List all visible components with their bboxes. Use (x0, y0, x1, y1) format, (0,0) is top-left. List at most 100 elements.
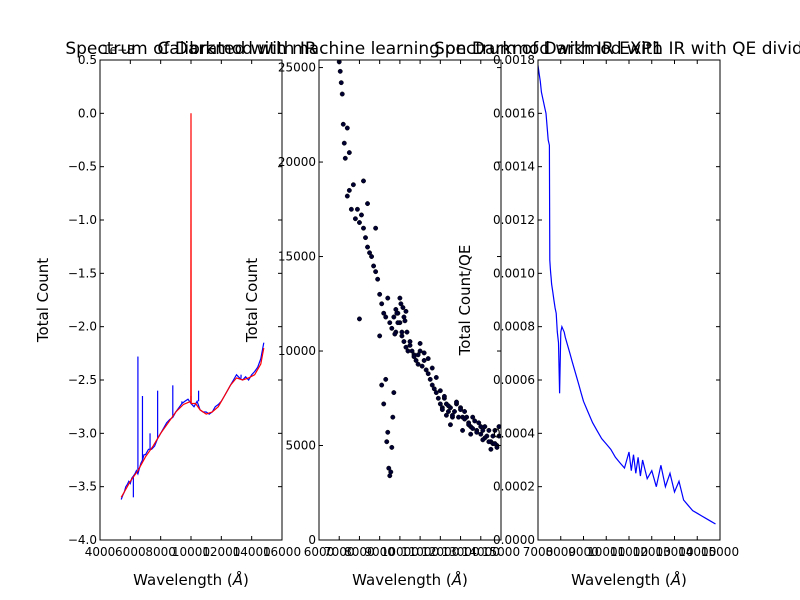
data-point (389, 444, 395, 450)
data-point (383, 314, 389, 320)
y-tick-label: 0.0012 (493, 213, 535, 227)
panel-3: 7000800090001000011000120001300014000150… (434, 39, 800, 589)
x-tick-label: 9000 (364, 545, 395, 559)
panel-2-xlabel-unit: Å (451, 570, 462, 589)
data-point (356, 316, 362, 322)
data-point (411, 354, 417, 360)
data-point (439, 407, 445, 413)
data-point (417, 341, 423, 346)
x-tick-label: 13000 (655, 545, 693, 559)
y-tick-label: 0.0 (78, 106, 97, 120)
x-tick-label: 8000 (545, 545, 576, 559)
data-point (415, 361, 421, 367)
panel-2-plot-area (336, 60, 501, 479)
data-point (379, 301, 385, 307)
data-point (340, 121, 346, 127)
data-point (375, 276, 381, 282)
data-point (361, 178, 366, 184)
y-tick-label: −2.0 (68, 320, 97, 334)
x-tick-label: 9000 (568, 545, 599, 559)
y-tick-label: 0.0018 (493, 53, 535, 67)
data-point (401, 339, 407, 345)
panel-1-offset-text: 1e−8 (102, 43, 135, 57)
data-point (344, 125, 350, 131)
x-tick-label: 15000 (482, 545, 520, 559)
data-point (373, 225, 379, 231)
data-point (403, 308, 409, 314)
x-tick-label: 14000 (678, 545, 716, 559)
data-point (371, 263, 377, 269)
data-point (350, 182, 356, 188)
x-tick-label: 13000 (441, 545, 479, 559)
y-tick-label: 0.0014 (493, 160, 535, 174)
y-tick-label: −3.0 (68, 426, 97, 440)
panel-1-marks (120, 113, 265, 500)
data-point (494, 444, 500, 450)
data-point (354, 206, 360, 212)
data-point (403, 344, 409, 350)
panel-3-ylabel: Total Count/QE (456, 245, 474, 357)
data-point (387, 320, 393, 326)
data-point (390, 414, 396, 420)
y-tick-label: 0.0000 (493, 533, 535, 547)
y-tick-label: −3.5 (68, 480, 97, 494)
data-point (356, 220, 362, 225)
data-point (492, 441, 498, 447)
data-point (397, 295, 403, 301)
x-tick-label: 16000 (263, 545, 301, 559)
x-tick-label: 8000 (344, 545, 375, 559)
y-tick-label: 20000 (278, 155, 316, 169)
data-point (454, 399, 459, 405)
x-tick-label: 8000 (145, 545, 176, 559)
y-tick-label: −4.0 (68, 533, 97, 547)
data-point (470, 426, 476, 431)
x-tick-label: 12000 (421, 545, 459, 559)
data-point (452, 409, 457, 414)
data-point (363, 235, 368, 241)
data-point (405, 348, 411, 354)
y-tick-label: 0.0002 (493, 480, 535, 494)
data-point (400, 305, 406, 311)
data-point (437, 401, 443, 407)
panel-3-xlabel-unit: Å (670, 570, 681, 589)
y-tick-label: −1.0 (68, 213, 97, 227)
data-point (496, 424, 501, 430)
data-point (398, 301, 404, 307)
y-tick-label: 0 (308, 533, 316, 547)
data-point (365, 244, 370, 250)
series-line-1 (120, 342, 265, 500)
x-tick-label: 7000 (523, 545, 554, 559)
panel-2-xlabel-main: Wavelength ( (352, 571, 452, 589)
data-point (488, 446, 494, 452)
data-point (478, 431, 484, 437)
panel-3-xlabel-main: Wavelength ( (571, 571, 671, 589)
panel-3-marks (538, 65, 716, 525)
x-tick-label: 11000 (610, 545, 648, 559)
x-tick-label: 14000 (233, 545, 271, 559)
data-point (383, 376, 389, 382)
data-point (462, 416, 468, 422)
data-point (486, 439, 492, 445)
data-point (337, 68, 343, 74)
data-point (423, 367, 429, 373)
data-point (367, 250, 373, 256)
x-tick-label: 12000 (633, 545, 671, 559)
data-point (429, 382, 435, 388)
data-point (369, 254, 375, 259)
data-point (341, 140, 347, 146)
x-tick-label: 15000 (701, 545, 739, 559)
data-point (361, 225, 366, 231)
x-tick-label: 14000 (462, 545, 500, 559)
data-point (456, 414, 461, 420)
data-point (445, 403, 451, 409)
data-point (433, 375, 439, 380)
panel-2-ylabel: Total Count (243, 258, 261, 343)
data-point (339, 91, 345, 97)
data-point (421, 350, 427, 356)
data-point (450, 412, 455, 418)
data-point (346, 187, 352, 193)
data-point (486, 427, 492, 433)
panel-1-xlabel-close: ) (243, 571, 249, 589)
data-point (425, 356, 431, 362)
